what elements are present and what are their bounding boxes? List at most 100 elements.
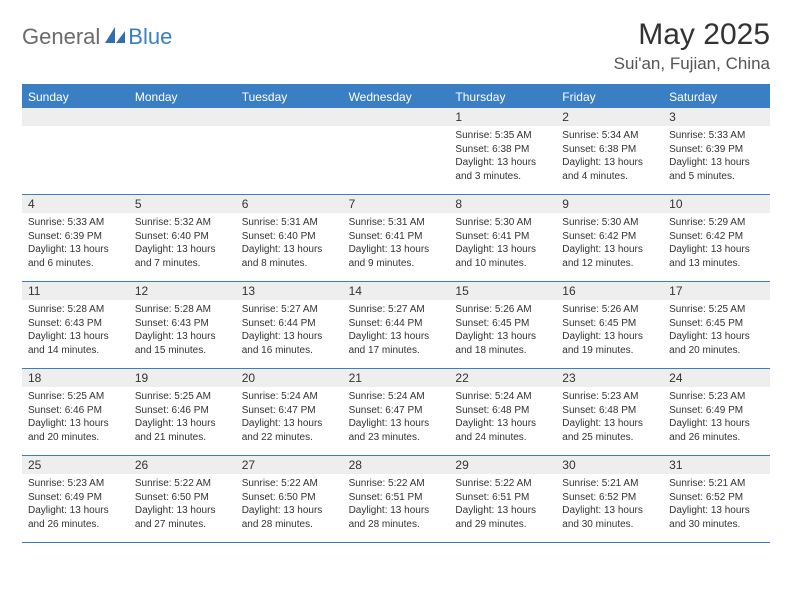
- day-number: 17: [663, 282, 770, 300]
- daylight-text: Daylight: 13 hours and 21 minutes.: [135, 417, 230, 444]
- sunset-text: Sunset: 6:45 PM: [562, 317, 657, 331]
- calendar: Sunday Monday Tuesday Wednesday Thursday…: [22, 84, 770, 543]
- sunrise-text: Sunrise: 5:33 AM: [28, 216, 123, 230]
- sunrise-text: Sunrise: 5:28 AM: [135, 303, 230, 317]
- daylight-text: Daylight: 13 hours and 14 minutes.: [28, 330, 123, 357]
- sunrise-text: Sunrise: 5:30 AM: [562, 216, 657, 230]
- dow-wednesday: Wednesday: [343, 86, 450, 108]
- day-number: 15: [449, 282, 556, 300]
- sunrise-text: Sunrise: 5:25 AM: [669, 303, 764, 317]
- sunset-text: Sunset: 6:46 PM: [28, 404, 123, 418]
- day-number: 31: [663, 456, 770, 474]
- day-cell: 21Sunrise: 5:24 AMSunset: 6:47 PMDayligh…: [343, 369, 450, 455]
- day-number: 26: [129, 456, 236, 474]
- sunrise-text: Sunrise: 5:27 AM: [242, 303, 337, 317]
- dow-row: Sunday Monday Tuesday Wednesday Thursday…: [22, 86, 770, 108]
- day-cell: 22Sunrise: 5:24 AMSunset: 6:48 PMDayligh…: [449, 369, 556, 455]
- sunset-text: Sunset: 6:43 PM: [135, 317, 230, 331]
- day-number: 5: [129, 195, 236, 213]
- day-cell: 25Sunrise: 5:23 AMSunset: 6:49 PMDayligh…: [22, 456, 129, 542]
- sunset-text: Sunset: 6:38 PM: [455, 143, 550, 157]
- page-title: May 2025: [614, 18, 770, 52]
- daylight-text: Daylight: 13 hours and 3 minutes.: [455, 156, 550, 183]
- sunset-text: Sunset: 6:48 PM: [455, 404, 550, 418]
- sunset-text: Sunset: 6:40 PM: [242, 230, 337, 244]
- sunset-text: Sunset: 6:44 PM: [242, 317, 337, 331]
- day-body: Sunrise: 5:30 AMSunset: 6:41 PMDaylight:…: [449, 213, 556, 270]
- day-number: 24: [663, 369, 770, 387]
- day-body: Sunrise: 5:34 AMSunset: 6:38 PMDaylight:…: [556, 126, 663, 183]
- sunset-text: Sunset: 6:44 PM: [349, 317, 444, 331]
- day-cell: [236, 108, 343, 194]
- day-body: [236, 126, 343, 129]
- day-cell: 28Sunrise: 5:22 AMSunset: 6:51 PMDayligh…: [343, 456, 450, 542]
- day-number: 7: [343, 195, 450, 213]
- day-cell: 30Sunrise: 5:21 AMSunset: 6:52 PMDayligh…: [556, 456, 663, 542]
- week-row: 11Sunrise: 5:28 AMSunset: 6:43 PMDayligh…: [22, 282, 770, 369]
- day-cell: 23Sunrise: 5:23 AMSunset: 6:48 PMDayligh…: [556, 369, 663, 455]
- sunset-text: Sunset: 6:40 PM: [135, 230, 230, 244]
- sunset-text: Sunset: 6:47 PM: [349, 404, 444, 418]
- sunrise-text: Sunrise: 5:26 AM: [455, 303, 550, 317]
- dow-friday: Friday: [556, 86, 663, 108]
- daylight-text: Daylight: 13 hours and 30 minutes.: [669, 504, 764, 531]
- day-number: 20: [236, 369, 343, 387]
- day-body: Sunrise: 5:28 AMSunset: 6:43 PMDaylight:…: [129, 300, 236, 357]
- sunset-text: Sunset: 6:46 PM: [135, 404, 230, 418]
- day-number: 1: [449, 108, 556, 126]
- day-number: 8: [449, 195, 556, 213]
- day-number: 3: [663, 108, 770, 126]
- day-number: [343, 108, 450, 126]
- day-cell: 13Sunrise: 5:27 AMSunset: 6:44 PMDayligh…: [236, 282, 343, 368]
- day-number: 6: [236, 195, 343, 213]
- day-body: Sunrise: 5:22 AMSunset: 6:50 PMDaylight:…: [129, 474, 236, 531]
- sunrise-text: Sunrise: 5:22 AM: [242, 477, 337, 491]
- sunrise-text: Sunrise: 5:31 AM: [242, 216, 337, 230]
- week-row: 25Sunrise: 5:23 AMSunset: 6:49 PMDayligh…: [22, 456, 770, 543]
- day-body: Sunrise: 5:30 AMSunset: 6:42 PMDaylight:…: [556, 213, 663, 270]
- sunrise-text: Sunrise: 5:22 AM: [455, 477, 550, 491]
- sunrise-text: Sunrise: 5:21 AM: [669, 477, 764, 491]
- daylight-text: Daylight: 13 hours and 13 minutes.: [669, 243, 764, 270]
- day-body: Sunrise: 5:22 AMSunset: 6:50 PMDaylight:…: [236, 474, 343, 531]
- dow-sunday: Sunday: [22, 86, 129, 108]
- day-number: [129, 108, 236, 126]
- day-number: 4: [22, 195, 129, 213]
- day-body: Sunrise: 5:26 AMSunset: 6:45 PMDaylight:…: [556, 300, 663, 357]
- day-cell: 31 Sunrise: 5:21 AMSunset: 6:52 PMDayligh…: [663, 456, 770, 542]
- day-cell: 20Sunrise: 5:24 AMSunset: 6:47 PMDayligh…: [236, 369, 343, 455]
- daylight-text: Daylight: 13 hours and 4 minutes.: [562, 156, 657, 183]
- day-cell: 2Sunrise: 5:34 AMSunset: 6:38 PMDaylight…: [556, 108, 663, 194]
- day-number: 29: [449, 456, 556, 474]
- daylight-text: Daylight: 13 hours and 5 minutes.: [669, 156, 764, 183]
- sunrise-text: Sunrise: 5:33 AM: [669, 129, 764, 143]
- day-number: 2: [556, 108, 663, 126]
- daylight-text: Daylight: 13 hours and 9 minutes.: [349, 243, 444, 270]
- day-cell: [129, 108, 236, 194]
- sunset-text: Sunset: 6:50 PM: [135, 491, 230, 505]
- sunset-text: Sunset: 6:39 PM: [669, 143, 764, 157]
- day-body: Sunrise: 5:29 AMSunset: 6:42 PMDaylight:…: [663, 213, 770, 270]
- sunset-text: Sunset: 6:49 PM: [669, 404, 764, 418]
- day-number: 19: [129, 369, 236, 387]
- daylight-text: Daylight: 13 hours and 8 minutes.: [242, 243, 337, 270]
- day-body: Sunrise: 5:24 AMSunset: 6:47 PMDaylight:…: [236, 387, 343, 444]
- day-cell: 9Sunrise: 5:30 AMSunset: 6:42 PMDaylight…: [556, 195, 663, 281]
- location-subtitle: Sui'an, Fujian, China: [614, 54, 770, 74]
- day-body: Sunrise: 5:28 AMSunset: 6:43 PMDaylight:…: [22, 300, 129, 357]
- sunset-text: Sunset: 6:47 PM: [242, 404, 337, 418]
- daylight-text: Daylight: 13 hours and 26 minutes.: [28, 504, 123, 531]
- sunset-text: Sunset: 6:49 PM: [28, 491, 123, 505]
- day-body: Sunrise: 5:24 AMSunset: 6:47 PMDaylight:…: [343, 387, 450, 444]
- day-body: Sunrise: 5:27 AMSunset: 6:44 PMDaylight:…: [343, 300, 450, 357]
- logo-text-general: General: [22, 24, 100, 50]
- sunset-text: Sunset: 6:52 PM: [669, 491, 764, 505]
- sunrise-text: Sunrise: 5:24 AM: [455, 390, 550, 404]
- day-body: Sunrise: 5:24 AMSunset: 6:48 PMDaylight:…: [449, 387, 556, 444]
- day-cell: 18Sunrise: 5:25 AMSunset: 6:46 PMDayligh…: [22, 369, 129, 455]
- sunset-text: Sunset: 6:45 PM: [455, 317, 550, 331]
- dow-saturday: Saturday: [663, 86, 770, 108]
- sunrise-text: Sunrise: 5:34 AM: [562, 129, 657, 143]
- header: General Blue May 2025 Sui'an, Fujian, Ch…: [22, 18, 770, 74]
- day-body: [129, 126, 236, 129]
